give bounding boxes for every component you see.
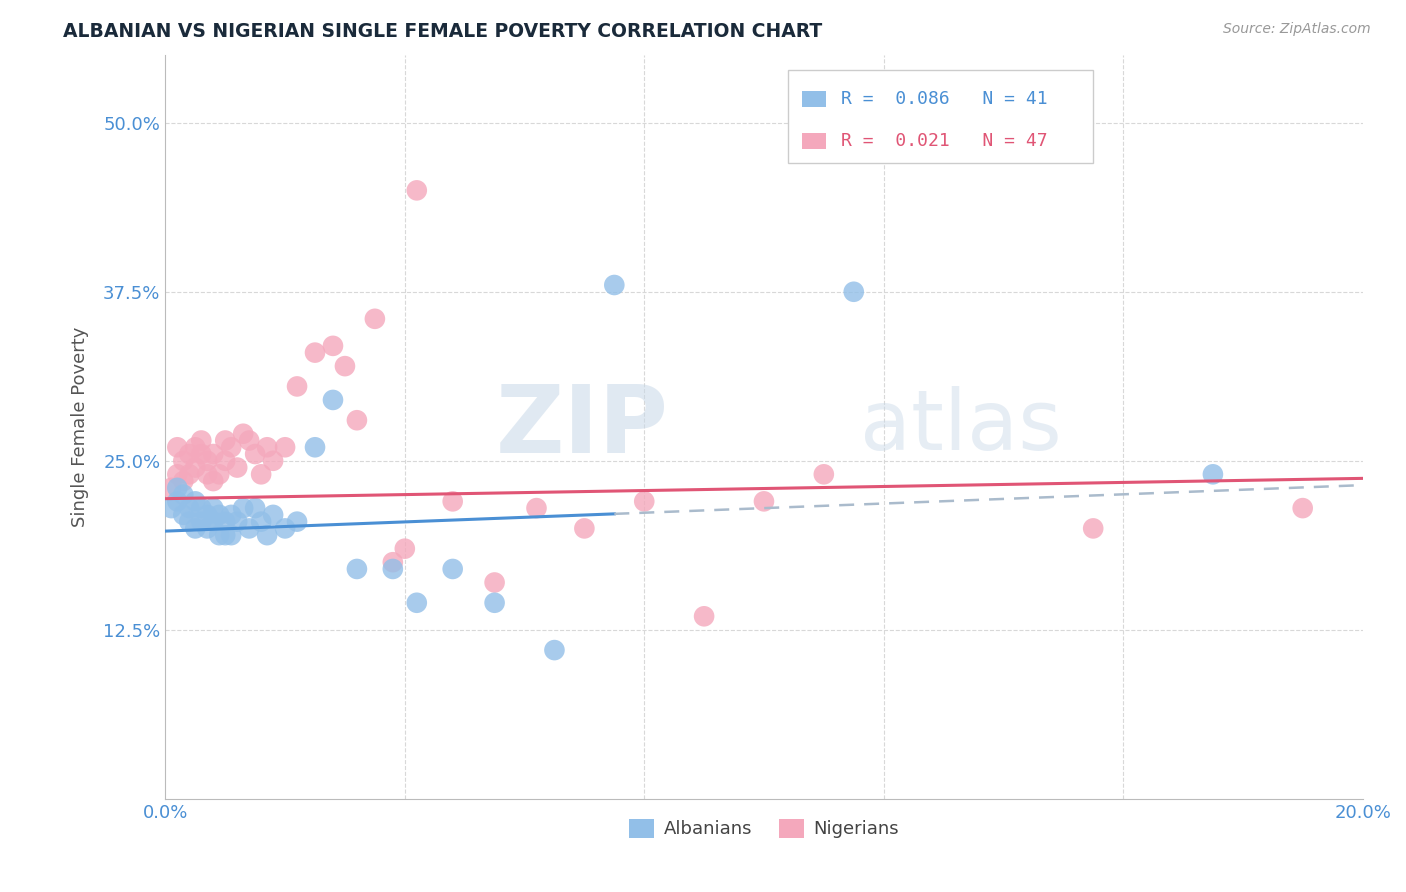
Point xyxy=(441,562,464,576)
Point xyxy=(214,434,236,448)
Point xyxy=(214,515,236,529)
Point xyxy=(179,515,201,529)
Point xyxy=(219,508,242,522)
Point xyxy=(304,440,326,454)
Point xyxy=(202,501,225,516)
Point xyxy=(202,515,225,529)
Point xyxy=(842,285,865,299)
Point xyxy=(1083,521,1105,535)
Point xyxy=(813,467,835,482)
Text: ZIP: ZIP xyxy=(495,381,668,473)
Point xyxy=(179,467,201,482)
Point xyxy=(484,575,506,590)
Point xyxy=(256,528,278,542)
Point xyxy=(190,434,212,448)
Point xyxy=(172,474,194,488)
Point xyxy=(250,515,273,529)
Point xyxy=(364,311,387,326)
Point xyxy=(346,562,368,576)
Point xyxy=(172,454,194,468)
Point xyxy=(543,643,565,657)
Point xyxy=(208,528,231,542)
Point xyxy=(932,143,955,157)
Point xyxy=(304,345,326,359)
Point xyxy=(405,596,427,610)
Point xyxy=(381,555,404,569)
Point xyxy=(285,379,308,393)
Point xyxy=(693,609,716,624)
Point xyxy=(752,494,775,508)
Point xyxy=(346,413,368,427)
Point xyxy=(166,494,188,508)
Point xyxy=(195,467,218,482)
Point xyxy=(243,447,266,461)
Point xyxy=(226,515,249,529)
Point xyxy=(214,454,236,468)
Point xyxy=(238,521,260,535)
Point xyxy=(574,521,596,535)
Point xyxy=(184,521,207,535)
Point xyxy=(262,454,284,468)
Point xyxy=(202,447,225,461)
Point xyxy=(232,501,254,516)
Point xyxy=(219,528,242,542)
Point xyxy=(394,541,416,556)
Point xyxy=(226,460,249,475)
Point xyxy=(190,515,212,529)
Point xyxy=(405,183,427,197)
Y-axis label: Single Female Poverty: Single Female Poverty xyxy=(72,326,89,527)
Point xyxy=(262,508,284,522)
Point xyxy=(179,447,201,461)
Point xyxy=(285,515,308,529)
Point xyxy=(219,440,242,454)
Point xyxy=(322,339,344,353)
Point xyxy=(202,474,225,488)
Point xyxy=(184,440,207,454)
Point xyxy=(484,596,506,610)
Point xyxy=(526,501,548,516)
Point xyxy=(1292,501,1315,516)
FancyBboxPatch shape xyxy=(787,70,1094,163)
Point xyxy=(160,501,183,516)
Point xyxy=(232,426,254,441)
Point xyxy=(190,447,212,461)
Text: R =  0.021   N = 47: R = 0.021 N = 47 xyxy=(841,132,1047,150)
Point xyxy=(179,501,201,516)
Point xyxy=(274,521,297,535)
Text: R =  0.086   N = 41: R = 0.086 N = 41 xyxy=(841,90,1047,108)
Text: Source: ZipAtlas.com: Source: ZipAtlas.com xyxy=(1223,22,1371,37)
FancyBboxPatch shape xyxy=(803,91,827,107)
Point xyxy=(243,501,266,516)
Point xyxy=(1202,467,1225,482)
FancyBboxPatch shape xyxy=(803,133,827,149)
Point xyxy=(166,467,188,482)
Point xyxy=(250,467,273,482)
Point xyxy=(166,440,188,454)
Legend: Albanians, Nigerians: Albanians, Nigerians xyxy=(621,812,905,846)
Text: atlas: atlas xyxy=(859,386,1062,467)
Point xyxy=(381,562,404,576)
Point xyxy=(184,494,207,508)
Point xyxy=(195,454,218,468)
Point xyxy=(333,359,356,373)
Point xyxy=(603,278,626,293)
Point xyxy=(441,494,464,508)
Point xyxy=(184,460,207,475)
Point xyxy=(208,467,231,482)
Point xyxy=(166,481,188,495)
Point xyxy=(190,501,212,516)
Point xyxy=(160,481,183,495)
Point xyxy=(238,434,260,448)
Point xyxy=(172,508,194,522)
Point xyxy=(195,508,218,522)
Text: ALBANIAN VS NIGERIAN SINGLE FEMALE POVERTY CORRELATION CHART: ALBANIAN VS NIGERIAN SINGLE FEMALE POVER… xyxy=(63,22,823,41)
Point xyxy=(172,487,194,501)
Point xyxy=(256,440,278,454)
Point xyxy=(274,440,297,454)
Point xyxy=(195,521,218,535)
Point xyxy=(214,528,236,542)
Point xyxy=(633,494,655,508)
Point xyxy=(322,392,344,407)
Point xyxy=(208,508,231,522)
